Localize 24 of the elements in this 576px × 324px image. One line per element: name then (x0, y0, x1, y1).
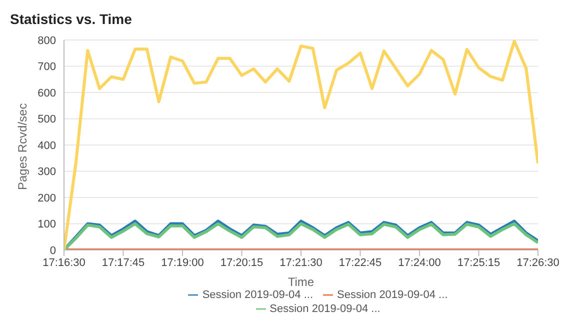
x-tick-label: 17:20:15 (220, 256, 264, 269)
y-tick-label: 500 (38, 114, 56, 126)
y-tick-label: 800 (38, 34, 56, 47)
y-tick-label: 0 (50, 244, 56, 257)
legend-label: Session 2019-09-04 ... (202, 289, 313, 301)
x-tick-label: 17:16:30 (42, 256, 86, 269)
y-tick-label: 600 (38, 87, 56, 100)
y-tick-label: 300 (38, 166, 56, 178)
x-tick-label: 17:24:00 (398, 256, 441, 269)
x-tick-label: 17:17:45 (102, 256, 145, 269)
y-tick-label: 400 (38, 140, 56, 152)
x-axis-title: Time (288, 275, 314, 289)
x-tick-label: 17:22:45 (338, 256, 382, 269)
y-tick-label: 700 (38, 61, 56, 74)
x-tick-label: 17:25:15 (457, 256, 500, 269)
chart-title: Statistics vs. Time (9, 10, 133, 29)
legend-label: Session 2019-09-04 ... (270, 303, 380, 315)
y-tick-label: 200 (38, 192, 56, 204)
y-axis-title: Pages Rcvd/sec (15, 103, 30, 190)
x-tick-label: 17:21:30 (280, 256, 322, 269)
legend-label: Session 2019-09-04 ... (337, 289, 448, 301)
x-tick-label: 17:26:30 (516, 256, 560, 269)
y-tick-label: 100 (38, 218, 56, 231)
x-tick-label: 17:19:00 (161, 256, 204, 269)
